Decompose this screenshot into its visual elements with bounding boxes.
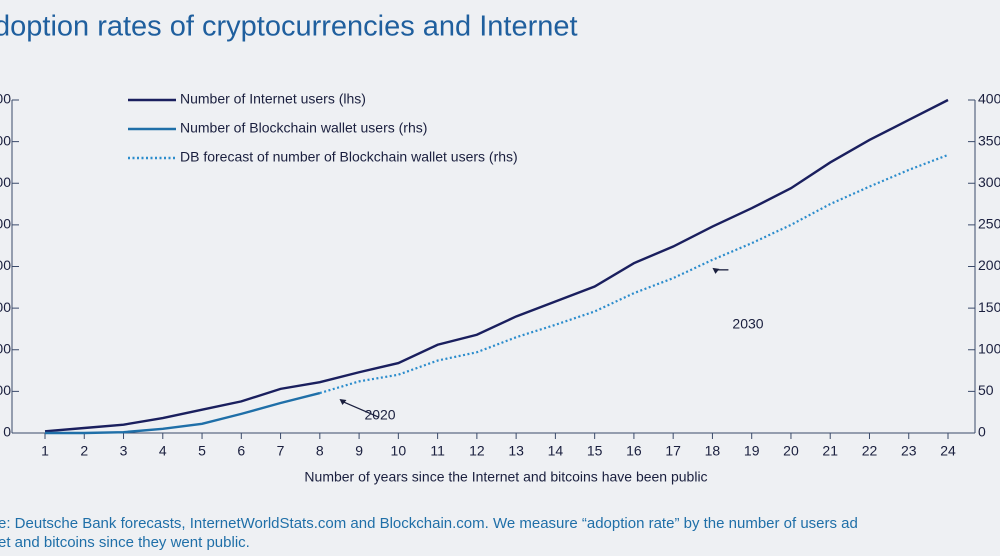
y2-tick-label: 200 [978,257,1000,273]
y2-tick-label: 50 [978,382,994,398]
legend-label: Number of Blockchain wallet users (rhs) [180,120,427,136]
y-tick-label: 3000 [0,174,11,190]
x-tick-label: 12 [469,443,485,459]
series-line [319,153,949,395]
y2-tick-label: 250 [978,216,1000,232]
arrow-head [339,399,347,406]
y-tick-label: 2500 [0,216,11,232]
x-tick-label: 3 [120,443,128,459]
x-tick-label: 5 [198,443,206,459]
x-tick-label: 19 [744,443,760,459]
x-tick-label: 8 [316,443,324,459]
source: et and bitcoins since they went public. [0,534,250,551]
x-tick-label: 23 [901,443,917,459]
legend-label: DB forecast of number of Blockchain wall… [180,149,518,165]
source: e: Deutsche Bank forecasts, InternetWorl… [0,515,858,532]
x-tick-label: 21 [822,443,838,459]
y-tick-label: 500 [0,382,11,398]
y-tick-label: 1000 [0,340,11,356]
x-tick-label: 16 [626,443,642,459]
y2-tick-label: 350 [978,132,1000,148]
x-axis-label: Number of years since the Internet and b… [304,469,707,485]
x-tick-label: 18 [705,443,721,459]
y-tick-label: 1500 [0,299,11,315]
annotation-arrow [341,400,379,418]
x-tick-label: 24 [940,443,956,459]
x-tick-label: 17 [665,443,681,459]
y-tick-label: 2000 [0,257,11,273]
y2-tick-label: 150 [978,299,1000,315]
x-tick-label: 4 [159,443,167,459]
x-tick-label: 22 [862,443,878,459]
x-tick-label: 11 [430,443,445,459]
x-tick-label: 2 [80,443,88,459]
x-tick-label: 15 [587,443,603,459]
x-tick-label: 20 [783,443,799,459]
x-tick-label: 13 [508,443,524,459]
x-tick-label: 7 [277,443,285,459]
y2-tick-label: 100 [978,340,1000,356]
y2-tick-label: 400 [978,91,1000,107]
legend-label: Number of Internet users (lhs) [180,91,366,107]
y-tick-label: 0 [3,424,11,440]
chart-title: doption rates of cryptocurrencies and In… [0,11,578,43]
x-tick-label: 6 [237,443,245,459]
arrow-head [712,267,720,274]
y2-tick-label: 300 [978,174,1000,190]
x-tick-label: 9 [355,443,363,459]
x-tick-label: 10 [391,443,407,459]
series-line [44,98,949,433]
x-tick-label: 14 [548,443,564,459]
annotation: 2020 [364,407,395,423]
y-tick-label: 4000 [0,91,11,107]
y-tick-label: 3500 [0,132,11,148]
y2-tick-label: 0 [978,424,986,440]
x-tick-label: 1 [41,443,49,459]
series-line [45,391,321,435]
annotation: 2030 [732,316,763,332]
